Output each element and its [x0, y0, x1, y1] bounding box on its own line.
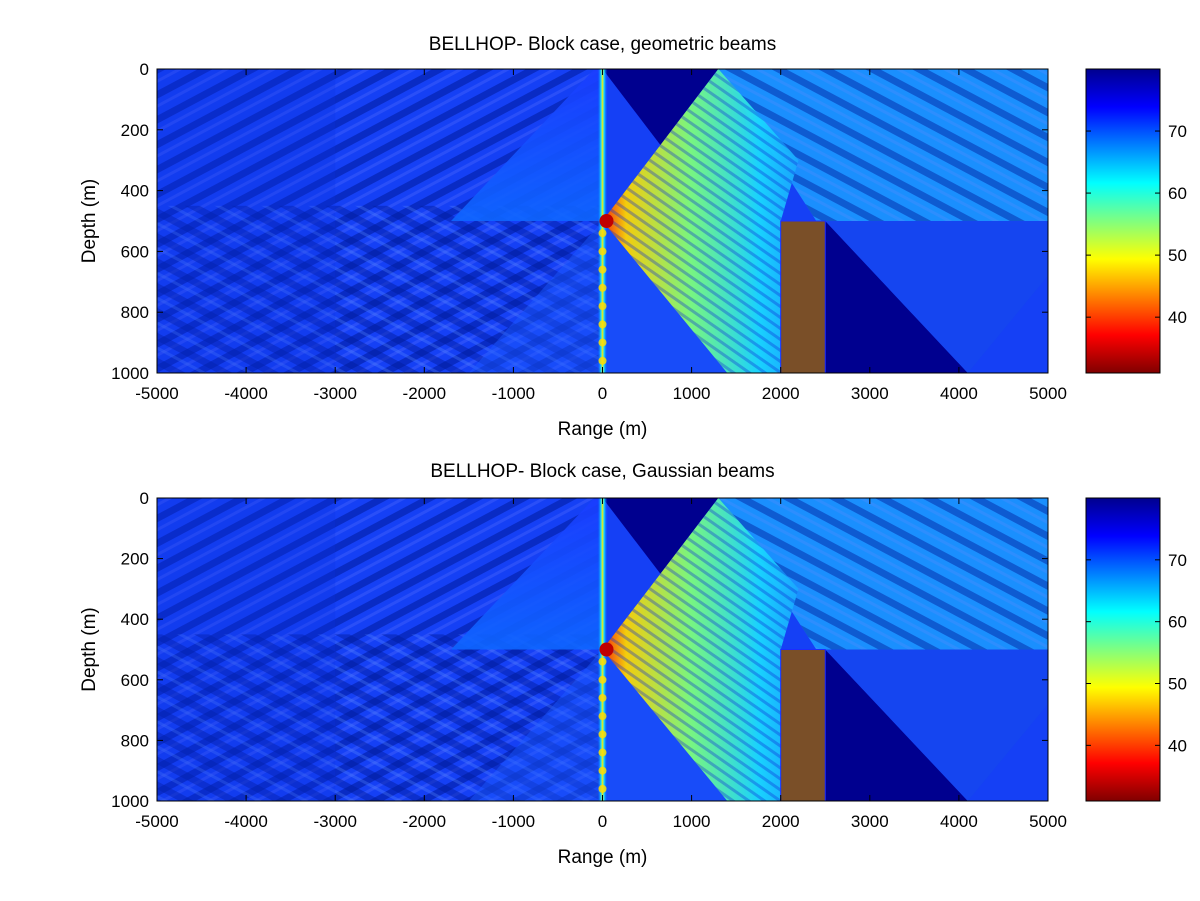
source-hotspot [599, 214, 614, 228]
axis-caustic [598, 712, 607, 721]
axis-caustic [598, 675, 607, 684]
colorbar-gradient [1086, 498, 1160, 801]
colorbar-frame [1085, 497, 1161, 802]
colorbar-frame [1085, 68, 1161, 374]
x-tick-label: 1000 [673, 812, 711, 831]
axis-caustic [598, 730, 607, 739]
x-tick-label: -4000 [224, 812, 267, 831]
colorbar-tick-label: 60 [1168, 184, 1187, 203]
behind-block-field [825, 649, 1048, 801]
source-hotspot [599, 642, 614, 657]
interference-left-lower [157, 634, 603, 801]
chart-title: BELLHOP- Block case, geometric beams [429, 34, 776, 55]
chart-panel-2: -5000 -4000 -3000 -2000 -1000 0 1000 2000 3000 40… [79, 461, 1187, 868]
x-axis-label: Range (m) [558, 847, 648, 868]
colorbar-tick-label: 70 [1168, 122, 1187, 141]
axis-caustic [598, 229, 607, 238]
axis-caustic [598, 766, 607, 775]
x-axis-label: Range (m) [558, 419, 648, 440]
chart-panel-1: -5000 -4000 -3000 -2000 -1000 0 1000 2000 3000 40… [79, 34, 1187, 440]
y-tick-label: 600 [121, 242, 149, 261]
reflected-fan-ripples [718, 69, 1048, 221]
axis-caustic [598, 320, 607, 329]
y-tick-label: 1000 [111, 364, 149, 383]
direct-fan-texture [602, 69, 799, 373]
axis-caustic [598, 302, 607, 311]
axis-caustic [598, 283, 607, 292]
axis-caustic [598, 693, 607, 702]
y-tick-label: 600 [121, 671, 149, 690]
y-tick-label: 400 [121, 610, 149, 629]
axis-caustic [598, 356, 607, 365]
behind-block-field [825, 221, 1048, 373]
colorbar-tick-label: 70 [1168, 551, 1187, 570]
colorbar-tick-label: 40 [1168, 736, 1187, 755]
x-tick-label: 3000 [851, 812, 889, 831]
chart-title: BELLHOP- Block case, Gaussian beams [430, 461, 774, 482]
x-tick-label: 2000 [762, 384, 800, 403]
y-axis-label: Depth (m) [79, 607, 100, 691]
x-tick-label: -2000 [403, 384, 446, 403]
x-tick-label: -3000 [313, 812, 356, 831]
field-heatmap [157, 498, 1048, 801]
x-tick-label: 4000 [940, 384, 978, 403]
axis-caustic [598, 657, 607, 666]
x-tick-label: 4000 [940, 812, 978, 831]
y-tick-label: 800 [121, 731, 149, 750]
far-left-shade [157, 69, 336, 373]
y-tick-label: 800 [121, 303, 149, 322]
y-tick-label: 200 [121, 550, 149, 569]
x-tick-label: -2000 [403, 812, 446, 831]
x-tick-label: -4000 [224, 384, 267, 403]
axis-caustic [598, 748, 607, 757]
x-tick-label: 0 [598, 384, 607, 403]
axis-caustic [598, 338, 607, 347]
axis-caustic [598, 247, 607, 256]
far-left-shade [157, 498, 336, 801]
reflected-fan-ripples [718, 498, 1048, 650]
y-tick-label: 0 [140, 60, 149, 79]
colorbar-tick-label: 50 [1168, 246, 1187, 265]
x-tick-label: -1000 [492, 384, 535, 403]
surface-shadow-wedge [602, 498, 719, 574]
block-shadow [825, 649, 968, 801]
x-tick-label: -1000 [492, 812, 535, 831]
colorbar: 40 50 60 70 [1085, 497, 1187, 802]
colorbar: 40 50 60 70 [1085, 68, 1187, 374]
surface-shadow-wedge [602, 69, 719, 145]
x-tick-label: 1000 [673, 384, 711, 403]
x-tick-label: -3000 [313, 384, 356, 403]
block-shadow [825, 221, 968, 373]
x-tick-label: 3000 [851, 384, 889, 403]
axis-caustic [598, 784, 607, 793]
x-tick-label: 5000 [1029, 384, 1067, 403]
colorbar-tick-label: 50 [1168, 675, 1187, 694]
y-axis-label: Depth (m) [79, 179, 100, 263]
seamount-block [780, 649, 826, 802]
direct-fan-texture [602, 498, 799, 801]
x-tick-label: -5000 [135, 812, 178, 831]
y-tick-label: 0 [140, 489, 149, 508]
colorbar-gradient [1086, 69, 1160, 373]
seamount-block [780, 220, 826, 374]
colorbar-tick-label: 60 [1168, 613, 1187, 632]
upward-beam-fan [451, 498, 609, 650]
x-tick-label: 5000 [1029, 812, 1067, 831]
field-heatmap [157, 69, 1048, 373]
y-tick-label: 200 [121, 121, 149, 140]
x-tick-label: -5000 [135, 384, 178, 403]
upward-beam-fan [451, 69, 609, 221]
interference-left-lower [157, 205, 603, 373]
y-tick-label: 1000 [111, 792, 149, 811]
x-tick-label: 2000 [762, 812, 800, 831]
y-tick-label: 400 [121, 182, 149, 201]
colorbar-tick-label: 40 [1168, 308, 1187, 327]
axis-caustic [598, 265, 607, 274]
x-tick-label: 0 [598, 812, 607, 831]
